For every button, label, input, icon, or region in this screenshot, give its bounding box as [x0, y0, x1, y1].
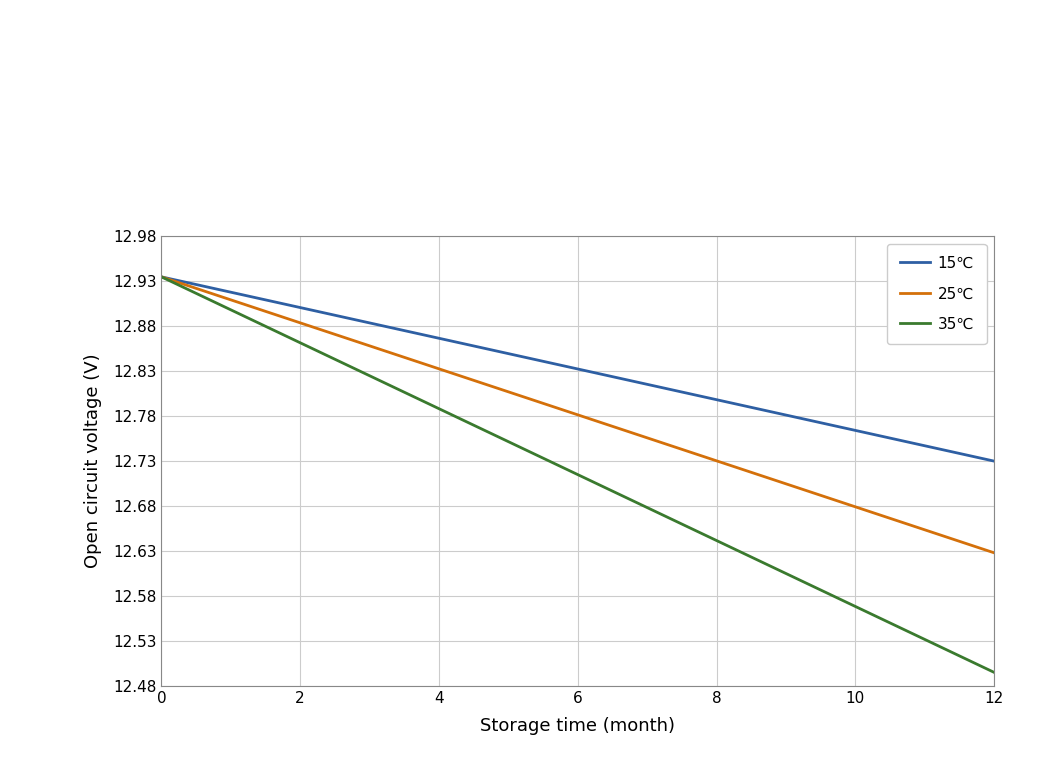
- Text: Relation curve between open-circuit voltage and storage time: Relation curve between open-circuit volt…: [194, 101, 926, 120]
- 35℃: [910, 631, 922, 640]
- 25℃: [988, 548, 1000, 557]
- 25℃: [155, 272, 168, 281]
- 35℃: [988, 668, 1000, 677]
- 15℃: [649, 381, 661, 391]
- 25℃: [649, 436, 661, 445]
- 35℃: [649, 506, 661, 515]
- 25℃: [665, 441, 678, 450]
- 15℃: [910, 439, 922, 449]
- Line: 15℃: 15℃: [161, 277, 994, 461]
- 15℃: [155, 272, 168, 281]
- 15℃: [857, 428, 869, 437]
- Legend: 15℃, 25℃, 35℃: 15℃, 25℃, 35℃: [887, 244, 987, 344]
- 15℃: [665, 385, 678, 394]
- Y-axis label: Open circuit voltage (V): Open circuit voltage (V): [83, 354, 102, 568]
- 15℃: [651, 382, 663, 391]
- Line: 35℃: 35℃: [161, 277, 994, 673]
- 35℃: [857, 605, 869, 615]
- 25℃: [158, 273, 171, 282]
- 35℃: [155, 272, 168, 281]
- 15℃: [988, 456, 1000, 466]
- 35℃: [158, 274, 171, 283]
- 35℃: [651, 508, 663, 517]
- 35℃: [665, 515, 678, 524]
- Line: 25℃: 25℃: [161, 277, 994, 553]
- X-axis label: Storage time (month): Storage time (month): [480, 717, 676, 735]
- 15℃: [158, 273, 171, 282]
- 25℃: [857, 505, 869, 514]
- 25℃: [910, 522, 922, 532]
- 25℃: [651, 436, 663, 446]
